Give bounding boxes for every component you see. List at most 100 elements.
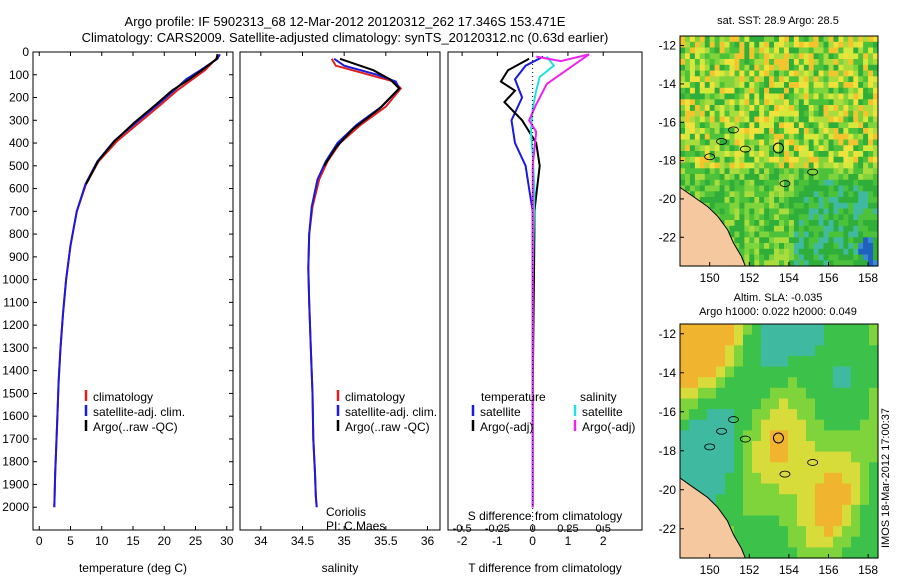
sst-map-cell [729, 128, 735, 135]
sst-map-cell [689, 139, 696, 146]
temperature-ytick-label: 1400 [2, 364, 29, 378]
sla-map-cell [743, 504, 753, 516]
sla-map-cell [734, 334, 744, 346]
sst-map-cell [779, 145, 785, 152]
sst-map-cell [848, 197, 854, 204]
sst-map-cell [873, 133, 879, 141]
sst-map-cell [868, 133, 874, 141]
sla-map-cell [824, 398, 834, 410]
sst-map-cell [793, 36, 800, 43]
sst-map-cell [744, 59, 750, 66]
sst-map-cell [685, 156, 691, 164]
sst-map-cell [843, 191, 849, 198]
sst-map-cell [868, 93, 874, 100]
sla-map-cell [716, 387, 726, 399]
sst-map-cell [754, 185, 760, 192]
sst-map-cell [868, 99, 874, 106]
sst-map-cell [798, 122, 805, 129]
sst-map-cell [769, 156, 775, 164]
sst-map-cell [793, 237, 800, 244]
sla-map-cell [824, 536, 834, 548]
sst-map-cell [843, 254, 849, 261]
sst-map-cell [873, 254, 879, 261]
sla-map-cell [815, 441, 825, 453]
salinity-xtick-label: 34.5 [291, 534, 315, 548]
sst-map-cell [873, 231, 879, 238]
sla-map-cell [833, 430, 843, 442]
sst-map-cell [853, 174, 859, 181]
sla-map-cell [725, 494, 735, 506]
sst-map-cell [689, 191, 696, 198]
sst-map-cell [793, 214, 800, 221]
sla-map-cell [761, 387, 771, 399]
sst-map-cell [793, 133, 800, 141]
sla-map-cell [761, 409, 771, 421]
sst-map-cell [843, 133, 849, 141]
sst-map-cell [749, 128, 755, 135]
sla-map-cell [833, 536, 843, 548]
sla-map-cell [869, 377, 879, 389]
sst-map-cell [843, 105, 849, 112]
sst-map-cell [853, 208, 859, 215]
sst-map-cell [739, 243, 745, 250]
sst-map-cell [818, 64, 825, 72]
sst-map-cell [764, 248, 770, 256]
sst-map-cell [779, 260, 785, 267]
sst-map-cell [813, 82, 820, 89]
sla-map-cell [725, 515, 735, 527]
sst-map-cell [704, 36, 711, 43]
sst-map-cell [779, 133, 785, 141]
sla-map-cell [734, 536, 744, 548]
temperature-ytick-label: 1300 [2, 341, 29, 355]
sst-map-cell [838, 93, 844, 100]
salinity-series-satellite-adj-clim- [307, 57, 401, 508]
sst-map-cell [759, 254, 765, 261]
sst-map-cell [739, 220, 745, 227]
sla-map-cell [815, 515, 825, 527]
sla-map-cell [842, 324, 852, 336]
sst-map-cell [764, 243, 770, 250]
sla-map-cell [797, 494, 807, 506]
sst-map-cell [734, 41, 740, 49]
sla-map-cell [743, 441, 753, 453]
sla-map-cell [851, 526, 861, 538]
sla-map-cell [815, 430, 825, 442]
sst-map-cell [744, 53, 750, 60]
sla-map-cell [725, 324, 735, 336]
sst-map-cell [759, 174, 765, 181]
sla-map-cell [779, 387, 789, 399]
sst-map-cell [803, 47, 810, 54]
sst-map-cell [689, 133, 696, 141]
sst-map-cell [774, 76, 780, 83]
sst-map-cell [769, 185, 775, 192]
sst-map-reef-outline [704, 153, 716, 161]
sst-map-cell [714, 145, 721, 152]
sst-map-cell [774, 191, 780, 198]
sst-map-cell [808, 87, 815, 95]
sst-map-cell [784, 260, 790, 267]
sst-map-cell [798, 139, 805, 146]
sst-map-cell [744, 145, 750, 152]
sst-map-cell [709, 156, 716, 164]
sst-map-cell [774, 220, 780, 227]
sst-map-cell [784, 185, 790, 192]
sst-map-cell [793, 53, 800, 60]
sst-map-cell [704, 110, 711, 118]
sst-map-cell [680, 110, 686, 118]
sst-map-cell [689, 174, 696, 181]
sst-map-cell [868, 168, 874, 175]
sst-map-cell [793, 128, 800, 135]
sst-map-cell [724, 202, 730, 210]
sst-map-cell [749, 133, 755, 141]
sst-map-cell [774, 208, 780, 215]
sst-map-cell [724, 105, 730, 112]
sst-map-cell [838, 116, 844, 123]
sla-map-cell [851, 387, 861, 399]
sla-map-cell [851, 472, 861, 485]
sla-map-cell [869, 462, 879, 474]
sst-map-cell [853, 162, 859, 169]
sst-map-cell [734, 174, 740, 181]
sst-map-cell [843, 128, 849, 135]
sla-map-cell [761, 515, 771, 527]
sst-map-cell [828, 41, 834, 49]
